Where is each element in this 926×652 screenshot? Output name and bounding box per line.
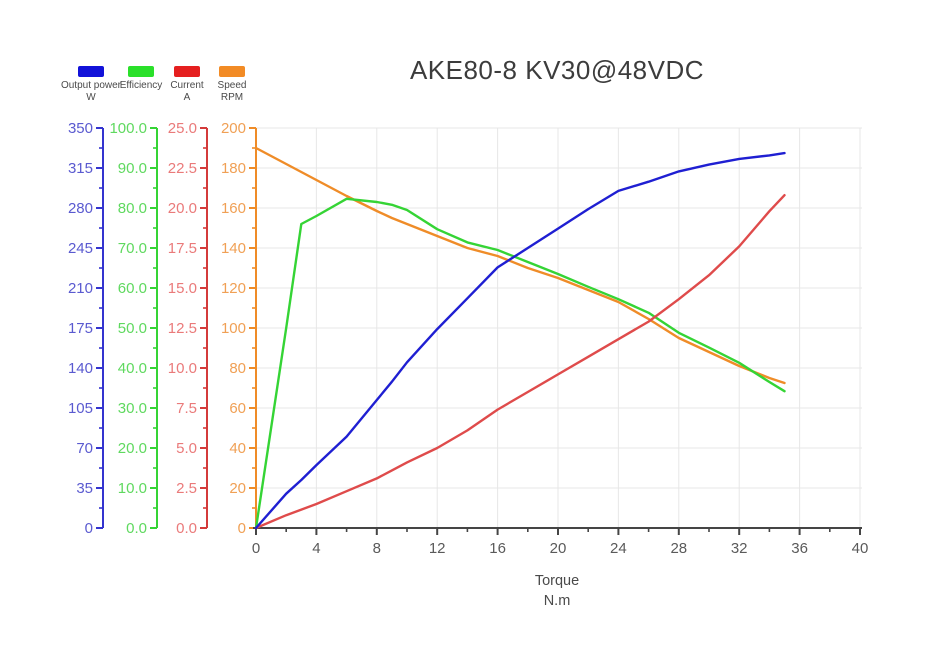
- x-axis-label: Torque: [534, 573, 580, 589]
- svg-text:32: 32: [731, 540, 748, 557]
- svg-text:40: 40: [852, 540, 869, 557]
- legend-unit-speed: RPM: [220, 92, 244, 103]
- svg-text:20.0: 20.0: [168, 200, 197, 217]
- svg-text:40: 40: [229, 440, 246, 457]
- svg-text:40.0: 40.0: [118, 360, 147, 377]
- svg-text:0: 0: [85, 520, 93, 537]
- legend-swatch-current: [174, 66, 200, 77]
- svg-text:20: 20: [550, 540, 567, 557]
- svg-text:175: 175: [68, 320, 93, 337]
- legend-unit-current: A: [183, 92, 191, 103]
- svg-text:350: 350: [68, 120, 93, 137]
- svg-text:12.5: 12.5: [168, 320, 197, 337]
- chart-title: AKE80-8 KV30@48VDC: [409, 55, 705, 85]
- svg-text:8: 8: [373, 540, 381, 557]
- legend-swatch-output-power: [78, 66, 104, 77]
- svg-text:140: 140: [68, 360, 93, 377]
- svg-text:4: 4: [312, 540, 320, 557]
- svg-text:100.0: 100.0: [109, 120, 147, 137]
- svg-text:20: 20: [229, 480, 246, 497]
- svg-text:70: 70: [76, 440, 93, 457]
- svg-text:35: 35: [76, 480, 93, 497]
- svg-text:15.0: 15.0: [168, 280, 197, 297]
- svg-text:17.5: 17.5: [168, 240, 197, 257]
- svg-text:5.0: 5.0: [176, 440, 197, 457]
- chart-legend: Output power W Efficiency Current A Spee…: [0, 0, 926, 120]
- svg-text:80.0: 80.0: [118, 200, 147, 217]
- svg-text:200: 200: [221, 120, 246, 137]
- svg-text:210: 210: [68, 280, 93, 297]
- legend-label-current: Current: [170, 80, 204, 91]
- legend-label-speed: Speed: [217, 80, 247, 91]
- x-axis-title: Torque N.m: [253, 571, 861, 611]
- svg-text:160: 160: [221, 200, 246, 217]
- svg-text:10.0: 10.0: [168, 360, 197, 377]
- svg-text:2.5: 2.5: [176, 480, 197, 497]
- svg-text:140: 140: [221, 240, 246, 257]
- svg-text:30.0: 30.0: [118, 400, 147, 417]
- svg-text:105: 105: [68, 400, 93, 417]
- svg-text:70.0: 70.0: [118, 240, 147, 257]
- svg-text:28: 28: [670, 540, 687, 557]
- svg-text:20.0: 20.0: [118, 440, 147, 457]
- legend-swatch-efficiency: [128, 66, 154, 77]
- svg-text:60.0: 60.0: [118, 280, 147, 297]
- svg-text:245: 245: [68, 240, 93, 257]
- svg-text:0.0: 0.0: [126, 520, 147, 537]
- svg-text:180: 180: [221, 160, 246, 177]
- svg-text:90.0: 90.0: [118, 160, 147, 177]
- svg-text:12: 12: [429, 540, 446, 557]
- legend-item-efficiency: Efficiency: [112, 66, 170, 92]
- legend-label-efficiency: Efficiency: [119, 80, 163, 91]
- legend-item-current: Current A: [163, 66, 211, 104]
- legend-unit-output-power: W: [86, 92, 96, 103]
- svg-text:10.0: 10.0: [118, 480, 147, 497]
- svg-text:50.0: 50.0: [118, 320, 147, 337]
- svg-text:25.0: 25.0: [168, 120, 197, 137]
- svg-text:0.0: 0.0: [176, 520, 197, 537]
- svg-text:80: 80: [229, 360, 246, 377]
- svg-text:16: 16: [489, 540, 506, 557]
- legend-item-output-power: Output power W: [55, 66, 127, 104]
- svg-text:7.5: 7.5: [176, 400, 197, 417]
- svg-text:120: 120: [221, 280, 246, 297]
- svg-text:60: 60: [229, 400, 246, 417]
- x-axis-unit: N.m: [543, 593, 571, 609]
- legend-item-speed: Speed RPM: [208, 66, 256, 104]
- svg-text:22.5: 22.5: [168, 160, 197, 177]
- svg-text:315: 315: [68, 160, 93, 177]
- legend-label-output-power: Output power: [60, 80, 122, 91]
- svg-text:36: 36: [791, 540, 808, 557]
- svg-text:0: 0: [238, 520, 246, 537]
- svg-text:100: 100: [221, 320, 246, 337]
- svg-text:24: 24: [610, 540, 627, 557]
- legend-swatch-speed: [219, 66, 245, 77]
- svg-text:0: 0: [252, 540, 260, 557]
- svg-text:280: 280: [68, 200, 93, 217]
